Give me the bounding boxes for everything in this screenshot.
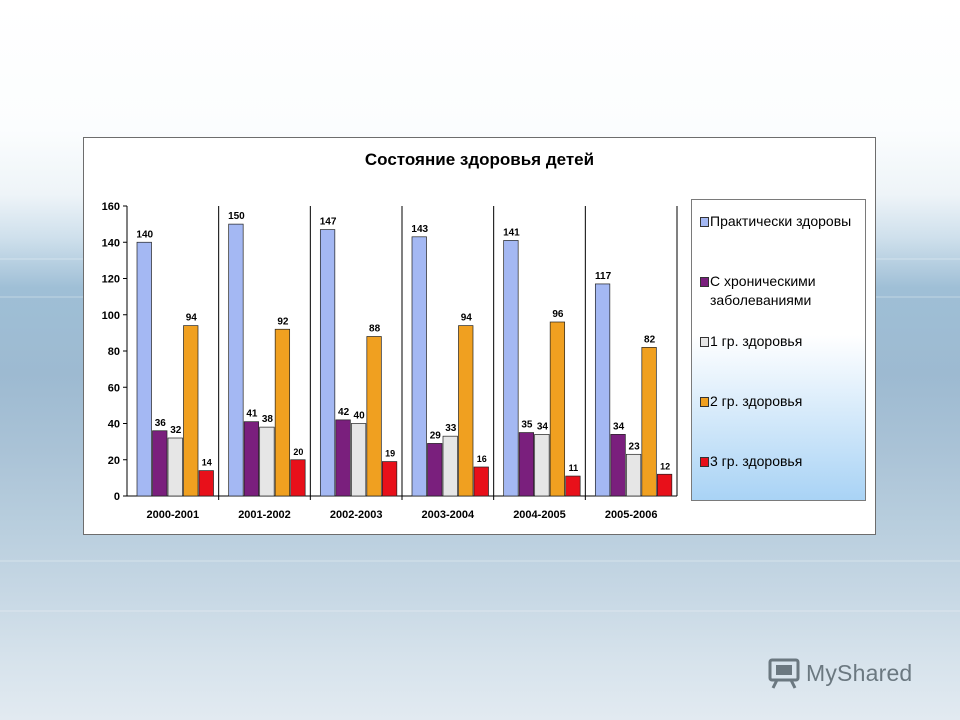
bar: [243, 421, 260, 497]
chart-legend: Практически здоровы С хроническими забол…: [691, 199, 866, 501]
data-label: 23: [629, 441, 641, 452]
data-label: 41: [246, 409, 258, 420]
data-label: 33: [445, 423, 457, 434]
data-label: 117: [595, 271, 612, 282]
y-tick-label: 140: [102, 237, 120, 249]
legend-item-group3: 3 гр. здоровья: [700, 452, 860, 471]
bar: [442, 435, 458, 497]
bar: [458, 325, 474, 497]
legend-swatch: [700, 457, 709, 467]
legend-swatch: [700, 397, 709, 407]
bar: [549, 321, 566, 497]
bar: [319, 229, 336, 497]
x-tick-label: 2001-2002: [238, 509, 291, 521]
bar: [183, 325, 199, 497]
bar: [534, 434, 550, 497]
bar: [610, 434, 626, 497]
legend-label: С хроническими заболеваниями: [710, 273, 816, 308]
myshared-watermark: MyShared: [806, 660, 913, 686]
y-tick-label: 120: [102, 274, 120, 286]
bar: [136, 241, 152, 497]
bar: [198, 470, 214, 497]
bar: [152, 430, 168, 497]
y-tick-label: 40: [108, 419, 120, 431]
legend-item-group2: 2 гр. здоровья: [700, 392, 860, 411]
data-label: 42: [338, 407, 350, 418]
data-label: 11: [569, 463, 579, 473]
data-label: 12: [660, 461, 670, 471]
data-label: 88: [369, 324, 381, 335]
myshared-logo-icon: [768, 658, 800, 689]
bar: [259, 426, 275, 497]
legend-label: Практически здоровы: [710, 213, 852, 229]
data-label: 20: [293, 447, 303, 457]
legend-label: 1 гр. здоровья: [710, 333, 803, 349]
data-label: 34: [613, 421, 625, 432]
legend-item-healthy: Практически здоровы: [700, 212, 860, 231]
data-label: 141: [503, 227, 520, 238]
data-label: 143: [411, 224, 428, 235]
bar: [350, 423, 367, 497]
data-label: 32: [170, 425, 182, 436]
bar: [427, 443, 443, 497]
x-tick-label: 2005-2006: [605, 509, 658, 521]
legend-swatch: [700, 217, 709, 227]
bar: [594, 283, 611, 497]
bar: [625, 453, 642, 497]
data-label: 34: [537, 421, 549, 432]
data-label: 147: [320, 217, 337, 228]
y-tick-label: 20: [108, 455, 120, 467]
data-label: 150: [228, 211, 245, 222]
bar: [366, 336, 382, 497]
legend-swatch: [700, 277, 709, 287]
x-tick-label: 2003-2004: [422, 509, 475, 521]
data-label: 19: [385, 449, 395, 459]
data-label: 29: [430, 430, 442, 441]
y-tick-label: 80: [108, 346, 120, 358]
bar: [641, 347, 657, 497]
legend-item-group1: 1 гр. здоровья: [700, 332, 860, 351]
x-tick-label: 2004-2005: [513, 509, 566, 521]
bar: [518, 432, 535, 497]
data-label: 35: [521, 420, 533, 431]
data-label: 38: [262, 414, 274, 425]
x-tick-label: 2002-2003: [330, 509, 383, 521]
data-label: 94: [186, 313, 198, 324]
bar: [503, 240, 519, 497]
data-label: 14: [202, 458, 212, 468]
data-label: 36: [155, 418, 167, 429]
data-label: 92: [277, 316, 289, 327]
data-label: 94: [461, 313, 473, 324]
y-tick-label: 0: [114, 491, 120, 503]
bar: [167, 437, 183, 497]
bar: [473, 466, 489, 497]
data-label: 96: [552, 309, 564, 320]
chart-title: Состояние здоровья детей: [364, 150, 595, 169]
bar: [228, 223, 244, 497]
data-label: 40: [354, 411, 366, 422]
bar: [274, 328, 291, 497]
legend-item-chronic: С хроническими заболеваниями: [700, 272, 860, 310]
y-tick-label: 160: [102, 201, 120, 213]
x-tick-label: 2000-2001: [147, 509, 200, 521]
legend-label: 3 гр. здоровья: [710, 453, 803, 469]
legend-label: 2 гр. здоровья: [710, 393, 803, 409]
data-label: 82: [644, 334, 656, 345]
data-label: 140: [136, 229, 153, 240]
y-tick-label: 100: [102, 310, 120, 322]
bar: [290, 459, 306, 497]
bar: [411, 236, 427, 497]
y-tick-label: 60: [108, 382, 120, 394]
chart-frame: Состояние здоровья детей 0 20 40 60 80 100 120…: [83, 137, 876, 535]
bar: [335, 419, 351, 497]
legend-swatch: [700, 337, 709, 347]
bar: [656, 473, 673, 497]
bar: [565, 475, 581, 497]
data-label: 16: [477, 454, 487, 464]
bar: [381, 461, 398, 497]
